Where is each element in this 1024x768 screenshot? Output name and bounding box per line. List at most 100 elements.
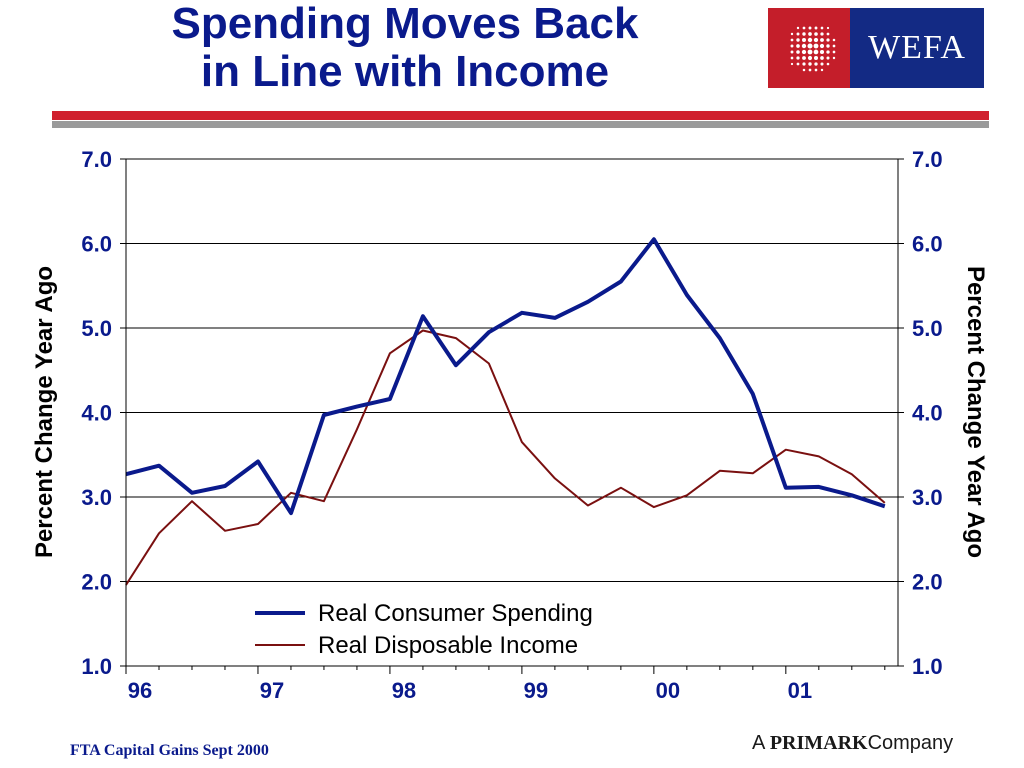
globe-dot [790, 32, 794, 36]
y-tick-label-right: 5.0 [912, 316, 943, 341]
globe-dot [832, 50, 836, 54]
y-tick-label-right: 6.0 [912, 232, 943, 257]
header-rule-gray [52, 121, 989, 128]
series-line-disposable-income [125, 329, 886, 586]
globe-dot [802, 26, 806, 30]
series-lines [125, 237, 886, 586]
legend-label-disposable-income: Real Disposable Income [318, 632, 578, 659]
globe-dot [814, 26, 818, 30]
y-tick-label-right: 1.0 [912, 654, 943, 679]
globe-dot [832, 38, 836, 42]
y-tick-label-left: 4.0 [81, 401, 112, 426]
globe-dot [814, 68, 818, 72]
globe-dot [808, 68, 812, 72]
y-tick-label-left: 1.0 [81, 654, 112, 679]
axes: 1.0 1.0 2.0 2.0 3.0 3.0 4.0 4.0 5.0 5.0 6.0 6.0 7.0 7… [81, 147, 942, 703]
y-tick-label-left: 3.0 [81, 485, 112, 510]
footer-company: A PRIMARKCompany [752, 732, 953, 755]
globe-dot [819, 43, 825, 49]
globe-dot [808, 26, 812, 30]
y-tick-label-left: 7.0 [81, 147, 112, 172]
y-axis-label-right: Percent Change Year Ago [962, 266, 989, 558]
series-line-consumer-spending [125, 237, 886, 516]
logo-wordmark: WEFA [850, 8, 984, 88]
globe-dot [813, 43, 819, 49]
globe-dot [820, 26, 824, 30]
x-tick-label: 98 [392, 678, 416, 703]
globe-dot [790, 50, 794, 54]
globe-dot [813, 55, 819, 61]
globe-dot [826, 62, 830, 66]
y-axis-label-left: Percent Change Year Ago [31, 266, 58, 558]
legend: Real Consumer Spending Real Disposable I… [255, 600, 593, 659]
globe-dot [802, 32, 806, 36]
globe-dot [808, 62, 812, 66]
dot-globe-icon [768, 8, 850, 88]
slide-title-line1: Spending Moves Back [171, 0, 639, 48]
globe-dot [807, 43, 813, 49]
y-tick-label-left: 5.0 [81, 316, 112, 341]
y-tick-label-right: 2.0 [912, 570, 943, 595]
globe-dot [807, 49, 813, 55]
globe-dot [826, 26, 830, 30]
x-tick-label: 96 [128, 678, 152, 703]
globe-dot [790, 38, 794, 42]
globe-dot [807, 55, 813, 61]
globe-dot [808, 32, 812, 36]
globe-dot [826, 56, 830, 60]
globe-dot [813, 49, 819, 55]
header-rule-red [52, 111, 989, 120]
globe-dot [796, 44, 800, 48]
globe-dot [826, 50, 830, 54]
globe-dot [796, 26, 800, 30]
globe-dot [796, 56, 800, 60]
globe-dot [802, 62, 806, 66]
y-tick-label-right: 4.0 [912, 401, 943, 426]
globe-dot [802, 68, 806, 72]
footer-company-brand: PRIMARK [769, 732, 868, 754]
wefa-logo: WEFA [768, 8, 984, 88]
globe-dot [814, 62, 818, 66]
y-tick-label-left: 2.0 [81, 570, 112, 595]
grid-lines [126, 158, 898, 667]
globe-dot [796, 50, 800, 54]
globe-dot [820, 62, 824, 66]
globe-dot [801, 43, 807, 49]
globe-dot [790, 44, 794, 48]
globe-dot [790, 62, 794, 66]
globe-dot [807, 37, 813, 43]
globe-dot [801, 49, 807, 55]
slide-title: Spending Moves Back in Line with Income [40, 0, 770, 96]
globe-dot [832, 44, 836, 48]
footer-company-prefix: A [752, 732, 765, 754]
globe-dot [826, 44, 830, 48]
globe-dot [826, 32, 830, 36]
slide-title-line2: in Line with Income [200, 47, 610, 96]
globe-dot [820, 68, 824, 72]
y-tick-label-left: 6.0 [81, 232, 112, 257]
globe-dot [801, 37, 807, 43]
y-tick-label-right: 3.0 [912, 485, 943, 510]
footer-caption: FTA Capital Gains Sept 2000 [70, 742, 269, 759]
globe-dot [790, 56, 794, 60]
globe-dot [796, 38, 800, 42]
globe-dot [820, 38, 824, 42]
globe-dot [832, 56, 836, 60]
globe-dot [819, 49, 825, 55]
x-tick-label: 00 [656, 678, 680, 703]
globe-dot [820, 32, 824, 36]
legend-label-consumer-spending: Real Consumer Spending [318, 600, 593, 627]
globe-dot [796, 62, 800, 66]
x-tick-label: 01 [788, 678, 812, 703]
globe-dot [826, 38, 830, 42]
footer-company-suffix: Company [867, 732, 954, 754]
globe-dot [796, 32, 800, 36]
x-tick-label: 99 [524, 678, 548, 703]
globe-dot [814, 32, 818, 36]
x-tick-label: 97 [260, 678, 284, 703]
globe-dot [802, 56, 806, 60]
globe-dot [813, 37, 819, 43]
y-tick-label-right: 7.0 [912, 147, 943, 172]
globe-dot [820, 56, 824, 60]
